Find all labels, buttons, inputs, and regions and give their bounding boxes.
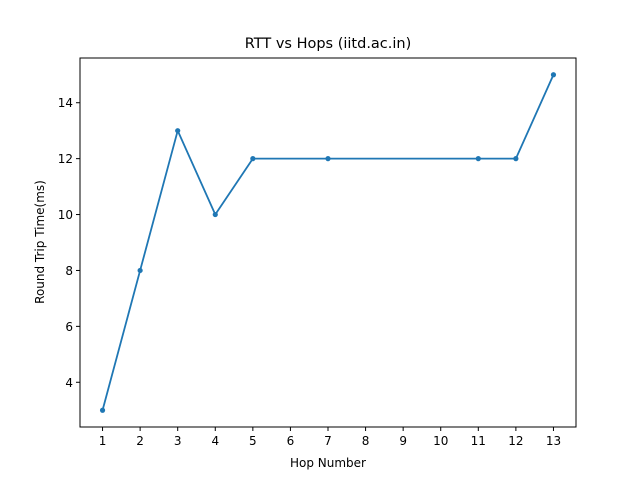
x-tick-label-4: 4 bbox=[211, 434, 219, 448]
data-point-hop-3 bbox=[175, 128, 181, 134]
x-tick-label-7: 7 bbox=[324, 434, 332, 448]
data-point-hop-4 bbox=[212, 211, 218, 218]
y-tick-label-6: 6 bbox=[65, 320, 73, 334]
data-point-hop-1 bbox=[99, 407, 106, 413]
x-tick-label-5: 5 bbox=[249, 434, 257, 448]
data-point-hop-5 bbox=[250, 156, 256, 162]
y-axis-label: Round Trip Time(ms) bbox=[33, 180, 47, 304]
x-tick-label-2: 2 bbox=[136, 434, 144, 448]
x-tick-label-8: 8 bbox=[362, 434, 370, 448]
data-point-hop-2 bbox=[137, 267, 143, 274]
x-tick-label-9: 9 bbox=[399, 434, 407, 448]
x-tick-label-6: 6 bbox=[287, 434, 295, 448]
data-point-hop-12 bbox=[513, 156, 519, 162]
x-tick-label-3: 3 bbox=[174, 434, 182, 448]
x-tick-label-12: 12 bbox=[508, 434, 523, 448]
x-tick-label-13: 13 bbox=[546, 434, 561, 448]
data-point-hop-11 bbox=[475, 156, 481, 162]
chart-title: RTT vs Hops (iitd.ac.in) bbox=[245, 36, 412, 52]
y-tick-label-10: 10 bbox=[58, 208, 73, 222]
y-tick-label-8: 8 bbox=[65, 264, 73, 278]
y-tick-label-12: 12 bbox=[58, 152, 73, 166]
x-tick-label-11: 11 bbox=[471, 434, 486, 448]
y-tick-label-14: 14 bbox=[58, 96, 73, 110]
data-point-hop-7 bbox=[325, 156, 331, 162]
y-tick-label-4: 4 bbox=[65, 376, 73, 390]
x-tick-label-1: 1 bbox=[99, 434, 107, 448]
x-axis-label: Hop Number bbox=[290, 456, 366, 470]
x-tick-label-10: 10 bbox=[433, 434, 448, 448]
data-point-hop-13 bbox=[550, 72, 557, 78]
